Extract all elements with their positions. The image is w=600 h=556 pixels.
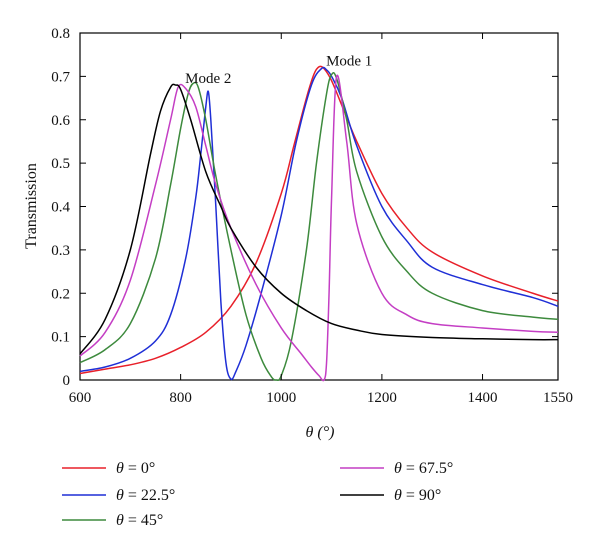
y-axis: 0 0.1 0.2 0.3 0.4 0.5 0.6 0.7 0.8 (51, 26, 558, 389)
y-tick-label: 0.2 (51, 286, 70, 302)
x-tick-label: 1550 (543, 390, 573, 406)
series-line-3 (79, 74, 559, 382)
series-layer (79, 65, 559, 382)
series-line-2 (79, 72, 559, 382)
plot-area: 600 800 1000 1200 1400 1550 00.10.20.30.40.50… (51, 26, 573, 406)
y-tick-label: 0.3 (51, 243, 70, 259)
x-tick-label: 1200 (367, 390, 397, 406)
y-tick-label: 0.8 (51, 26, 70, 42)
legend-label-0: θ = 0° (116, 460, 155, 477)
x-tick-label: 800 (169, 390, 192, 406)
y-tick-label: 0.1 (51, 330, 70, 346)
y-tick-label: 0.7 (51, 69, 70, 85)
y-tick-label: 0.5 (51, 156, 70, 172)
legend: θ = 0° θ = 22.5° θ = 45° θ = 67.5° θ = 90° (62, 460, 453, 529)
x-tick-label: 1000 (266, 390, 296, 406)
series-line-0 (79, 65, 559, 375)
series-line-1 (79, 66, 559, 381)
annotation-mode-2: Mode 2 (185, 71, 231, 87)
x-axis: 600 800 1000 1200 1400 1550 (69, 33, 573, 406)
x-axis-title: θ (°) (306, 424, 335, 441)
y-tick-label: 0 (63, 373, 71, 389)
legend-label-1: θ = 22.5° (116, 487, 175, 504)
y-tick-label: 0.6 (51, 113, 70, 129)
legend-label-4: θ = 90° (394, 487, 441, 504)
x-tick-label: 600 (69, 390, 92, 406)
series-line-4 (79, 83, 559, 355)
y-tick-label: 0.4 (51, 200, 70, 216)
legend-label-3: θ = 67.5° (394, 460, 453, 477)
annotation-mode-1: Mode 1 (326, 54, 372, 70)
x-tick-label: 1400 (468, 390, 498, 406)
y-axis-title: Transmission (23, 163, 40, 249)
legend-label-2: θ = 45° (116, 512, 163, 529)
